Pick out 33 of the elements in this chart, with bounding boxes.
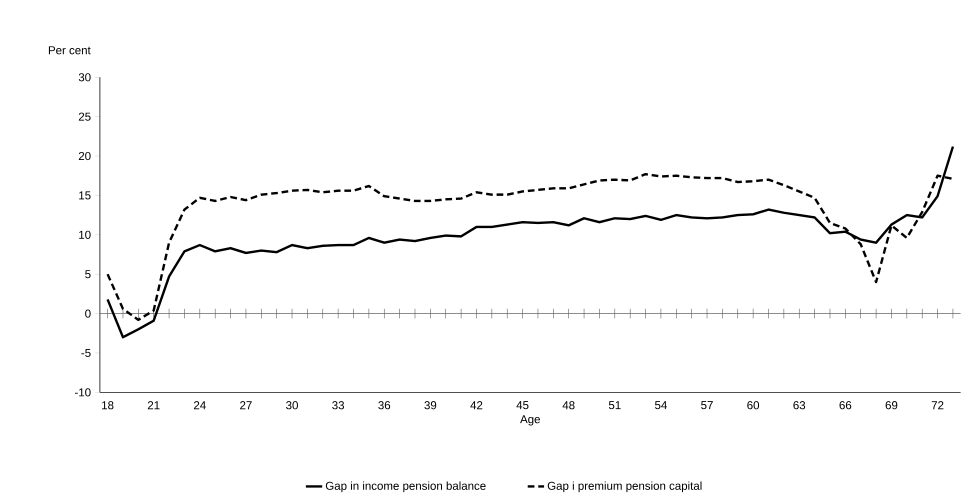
y-tick-label: 20 — [78, 152, 91, 160]
line-series — [106, 145, 954, 338]
y-tick-label: 0 — [85, 309, 91, 318]
legend-label: Gap in income pension balance — [326, 481, 486, 492]
x-tick-label: 72 — [932, 401, 944, 410]
y-tick-label: 10 — [79, 230, 91, 239]
x-tick-label: 57 — [701, 401, 713, 410]
y-tick-label: -5 — [81, 348, 91, 357]
y-tick-label: 30 — [78, 73, 91, 82]
x-tick-label: 33 — [332, 401, 344, 410]
y-tick-label: -10 — [74, 388, 91, 396]
y-tick-label: 25 — [78, 112, 91, 121]
y-tick-label: 5 — [85, 270, 91, 278]
x-tick-label: 63 — [793, 401, 806, 410]
x-tick-label: 39 — [424, 401, 436, 410]
x-tick-label: 48 — [562, 401, 575, 410]
x-tick-label: 18 — [102, 401, 114, 410]
x-tick-label: 51 — [608, 401, 621, 410]
y-tick-label: 15 — [79, 191, 91, 200]
x-tick-label: 30 — [286, 401, 298, 410]
x-tick-label: 27 — [240, 401, 252, 410]
x-tick-label: 69 — [886, 401, 898, 410]
x-tick-label: 66 — [840, 401, 852, 410]
x-tick-label: 60 — [747, 401, 760, 410]
x-tick-label: 24 — [194, 401, 206, 410]
x-tick-label: 21 — [148, 401, 160, 410]
x-tick-label: 54 — [654, 401, 667, 410]
x-tick-label: 42 — [470, 401, 482, 410]
y-axis-title: Per cent — [48, 46, 91, 54]
x-tick-label: 36 — [378, 401, 390, 410]
x-axis-title: Age — [520, 415, 540, 426]
legend-label: Gap i premium pension capital — [548, 481, 702, 492]
x-tick-label: 45 — [516, 401, 528, 410]
